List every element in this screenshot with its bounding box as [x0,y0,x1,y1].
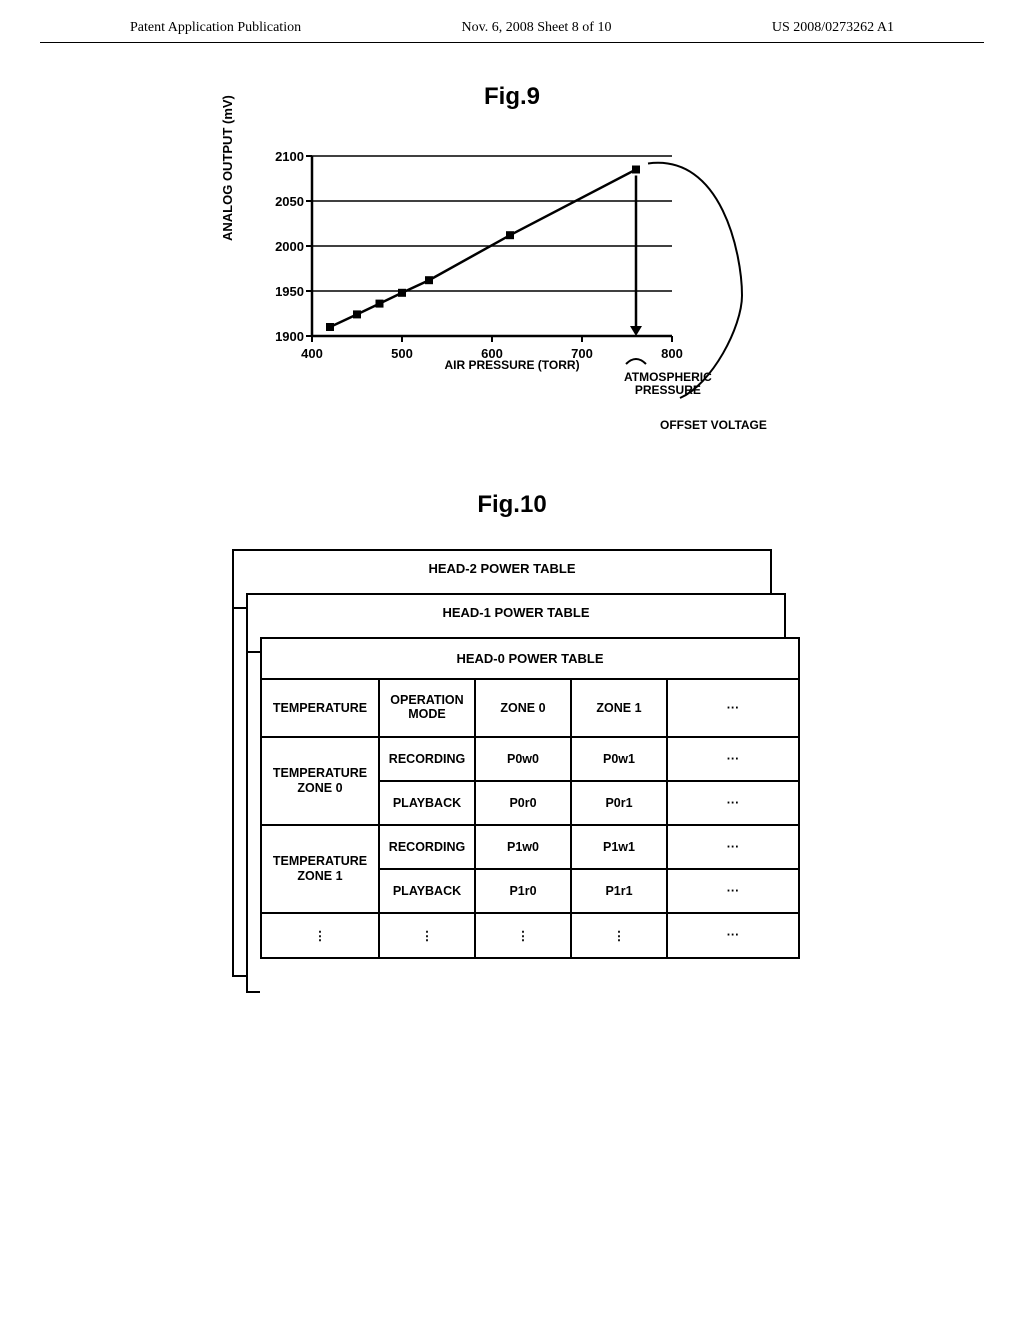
header-center: Nov. 6, 2008 Sheet 8 of 10 [462,20,612,36]
svg-text:2000: 2000 [275,239,304,254]
table-header-row: TEMPERATURE OPERATION MODE ZONE 0 ZONE 1… [261,679,799,737]
table-row: TEMPERATURE ZONE 1 RECORDING P1w0 P1w1 ·… [261,825,799,869]
cell: PLAYBACK [379,869,475,913]
x-axis-label: AIR PRESSURE (TORR) [422,359,602,372]
svg-text:2100: 2100 [275,149,304,164]
cell: ⋮ [261,913,379,958]
table-row: TEMPERATURE ZONE 0 RECORDING P0w0 P0w1 ·… [261,737,799,781]
cell: PLAYBACK [379,781,475,825]
cell: P1r0 [475,869,571,913]
table-row: ⋮ ⋮ ⋮ ⋮ ··· [261,913,799,958]
head2-title: HEAD-2 POWER TABLE [428,561,575,576]
col-temperature: TEMPERATURE [261,679,379,737]
svg-text:1900: 1900 [275,329,304,344]
table-stack: HEAD-2 POWER TABLE HEAD-1 POWER TABLE HE… [232,549,792,871]
cell: P0w1 [571,737,667,781]
cell: P1r1 [571,869,667,913]
cell: ··· [667,913,799,958]
svg-text:400: 400 [301,346,323,361]
cell: ··· [667,825,799,869]
cell: ⋮ [475,913,571,958]
cell: RECORDING [379,737,475,781]
cell: ⋮ [379,913,475,958]
fig9-chart: ANALOG OUTPUT (mV) 190019502000205021004… [242,141,782,441]
y-axis-label: ANALOG OUTPUT (mV) [220,95,235,241]
svg-text:1950: 1950 [275,284,304,299]
col-zone0: ZONE 0 [475,679,571,737]
col-more: ··· [667,679,799,737]
atmospheric-pressure-text: ATMOSPHERIC PRESSURE [624,371,712,397]
fig9-label: Fig.9 [0,83,1024,111]
page-header: Patent Application Publication Nov. 6, 2… [40,0,984,43]
cell: ··· [667,781,799,825]
cell: ··· [667,737,799,781]
atmospheric-pressure-label: ATMOSPHERIC PRESSURE [624,371,712,397]
svg-text:800: 800 [661,346,683,361]
header-left: Patent Application Publication [130,20,301,36]
svg-text:2050: 2050 [275,194,304,209]
layer1-left-edge [246,651,260,993]
cell: P1w1 [571,825,667,869]
cell: P0r1 [571,781,667,825]
svg-text:500: 500 [391,346,413,361]
cell: P0r0 [475,781,571,825]
cell: P0w0 [475,737,571,781]
cell: ⋮ [571,913,667,958]
cell: RECORDING [379,825,475,869]
cell: P1w0 [475,825,571,869]
layer2-left-edge [232,607,246,977]
fig10-label: Fig.10 [0,491,1024,519]
col-zone1: ZONE 1 [571,679,667,737]
col-opmode: OPERATION MODE [379,679,475,737]
header-right: US 2008/0273262 A1 [772,20,894,36]
offset-voltage-label: OFFSET VOLTAGE [660,419,767,432]
head0-title: HEAD-0 POWER TABLE [261,638,799,679]
head0-table: HEAD-0 POWER TABLE TEMPERATURE OPERATION… [260,637,800,959]
cell: ··· [667,869,799,913]
cell-temp0: TEMPERATURE ZONE 0 [261,737,379,825]
cell-temp1: TEMPERATURE ZONE 1 [261,825,379,913]
head1-title: HEAD-1 POWER TABLE [442,605,589,620]
